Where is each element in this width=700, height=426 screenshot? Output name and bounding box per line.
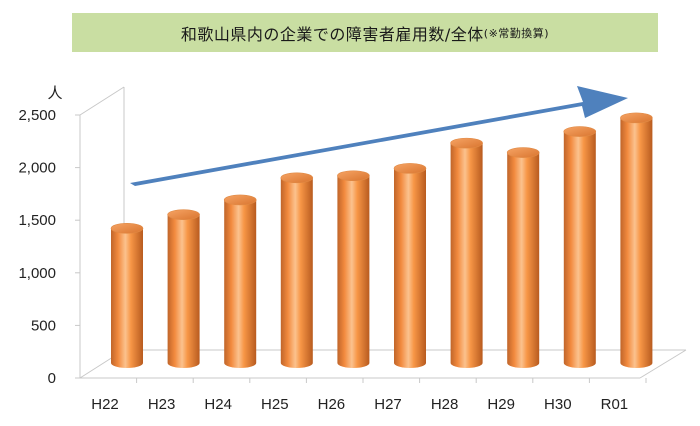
bar-series bbox=[110, 112, 653, 368]
bar-cap bbox=[450, 137, 483, 149]
x-axis-tick-marks bbox=[136, 378, 647, 383]
y-tick-label: 500 bbox=[31, 317, 56, 334]
bar-body bbox=[450, 143, 483, 368]
bar-cap bbox=[620, 112, 653, 124]
bar-body bbox=[563, 131, 596, 368]
x-tick-label: H27 bbox=[374, 396, 402, 413]
x-tick-label: H24 bbox=[204, 396, 232, 413]
chart-title-text: 和歌山県内の企業での障害者雇用数/全体 bbox=[180, 24, 484, 44]
bar-body bbox=[224, 199, 257, 368]
bar bbox=[393, 163, 427, 368]
x-tick-label: H29 bbox=[487, 396, 515, 413]
bar bbox=[167, 209, 200, 368]
bar-cap bbox=[563, 126, 597, 137]
bar-body bbox=[280, 177, 313, 368]
x-tick-label: H25 bbox=[261, 396, 289, 413]
x-tick-label: H23 bbox=[148, 396, 176, 413]
chart-title-note: (※常勤換算) bbox=[483, 26, 550, 40]
bar-cap bbox=[110, 223, 144, 234]
x-tick-label: H26 bbox=[318, 396, 346, 413]
x-tick-label: H28 bbox=[431, 396, 459, 413]
bar bbox=[620, 112, 653, 368]
bar bbox=[506, 147, 540, 368]
bar-body bbox=[394, 168, 426, 368]
bar-cap bbox=[393, 163, 427, 174]
bar bbox=[563, 126, 597, 368]
bar-cap bbox=[280, 172, 314, 184]
bar-body bbox=[337, 175, 370, 368]
bar-cap bbox=[167, 209, 200, 220]
bar bbox=[110, 223, 144, 368]
bar-body bbox=[111, 228, 143, 368]
bar-cap bbox=[337, 170, 370, 182]
bar bbox=[450, 137, 483, 368]
y-axis-tick-marks bbox=[75, 114, 80, 379]
y-tick-label: 2,500 bbox=[18, 107, 56, 124]
bar-cap bbox=[506, 147, 540, 158]
x-tick-label: R01 bbox=[601, 396, 629, 413]
y-tick-label: 1,500 bbox=[18, 212, 56, 229]
y-tick-label: 2,000 bbox=[18, 160, 56, 177]
bar bbox=[280, 172, 314, 368]
y-tick-label: 1,000 bbox=[18, 265, 56, 282]
y-axis-unit-label: 人 bbox=[47, 85, 62, 102]
x-tick-label: H30 bbox=[544, 396, 572, 413]
bar-cap bbox=[223, 194, 257, 206]
chart-title: 和歌山県内の企業での障害者雇用数/全体 (※常勤換算) bbox=[72, 13, 658, 52]
bar-body bbox=[620, 117, 653, 368]
y-axis-tick-labels: 0 500 1,000 1,500 2,000 2,500 bbox=[18, 107, 56, 387]
x-tick-label: H22 bbox=[91, 396, 119, 413]
bar-body bbox=[167, 214, 200, 368]
y-tick-label: 0 bbox=[48, 370, 56, 387]
bar bbox=[337, 170, 370, 368]
trend-arrow bbox=[130, 86, 628, 186]
x-axis-tick-labels: H22 H23 H24 H25 H26 H27 H28 H29 H30 R01 bbox=[91, 396, 628, 413]
bar-body bbox=[507, 152, 540, 368]
bar bbox=[223, 194, 257, 368]
